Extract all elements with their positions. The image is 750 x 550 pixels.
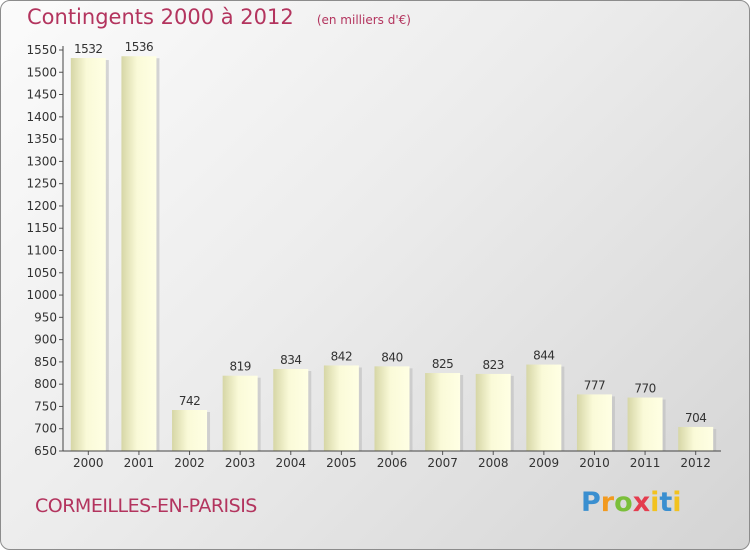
bar-2006	[374, 366, 410, 451]
bar-value-label: 704	[685, 411, 706, 425]
y-tick-label: 1300	[26, 154, 57, 168]
bar-2007	[425, 373, 461, 451]
y-tick-label: 1550	[26, 43, 57, 57]
bar-2000	[70, 58, 106, 452]
y-tick-label: 850	[34, 355, 57, 369]
bar-2001	[121, 56, 157, 451]
bars-group: 1532 1536 742 819 834 842 840 825 823 844 777 770 70…	[70, 40, 717, 452]
x-tick-label: 2003	[225, 456, 256, 470]
y-tick-label: 1200	[26, 199, 57, 213]
x-tick-label: 2007	[427, 456, 458, 470]
y-tick-label: 650	[34, 444, 57, 458]
x-tick-label: 2000	[73, 456, 104, 470]
x-tick-label: 2001	[124, 456, 155, 470]
y-tick-label: 1000	[26, 288, 57, 302]
y-tick-label: 1450	[26, 88, 57, 102]
y-tick-label: 1250	[26, 177, 57, 191]
x-tick-label: 2004	[275, 456, 306, 470]
bar-2010	[576, 394, 612, 451]
bar-2012	[678, 426, 714, 451]
y-tick-label: 800	[34, 377, 57, 391]
bar-value-label: 844	[533, 349, 554, 363]
y-tick-label: 1500	[26, 65, 57, 79]
x-axis: 2000 2001 2002 2003 2004 2005 2006 2007 2008 2009…	[73, 451, 711, 470]
y-axis: 650 700 750 800 850 900 950 1000 1050 1100 1150 120…	[26, 43, 63, 458]
x-tick-label: 2011	[630, 456, 661, 470]
bar-value-label: 770	[634, 382, 655, 396]
y-tick-label: 1050	[26, 266, 57, 280]
y-tick-label: 950	[34, 310, 57, 324]
bar-2011	[627, 397, 663, 451]
bar-value-label: 825	[432, 357, 453, 371]
proxiti-logo: Proxiti	[581, 487, 682, 518]
chart-title: Contingents 2000 à 2012	[27, 5, 294, 29]
bar-value-label: 834	[280, 353, 301, 367]
y-tick-label: 1400	[26, 110, 57, 124]
x-tick-label: 2005	[326, 456, 357, 470]
x-tick-label: 2012	[680, 456, 711, 470]
axes-lines	[62, 46, 721, 452]
bar-2002	[172, 410, 208, 451]
bar-value-label: 842	[331, 349, 352, 363]
x-tick-label: 2010	[579, 456, 610, 470]
y-tick-label: 1150	[26, 221, 57, 235]
bar-2005	[323, 365, 359, 451]
y-tick-label: 1350	[26, 132, 57, 146]
bar-2003	[222, 375, 258, 451]
bar-value-label: 1532	[74, 42, 103, 56]
bar-value-label: 1536	[125, 40, 154, 54]
bar-2008	[475, 373, 511, 451]
bar-value-label: 840	[381, 350, 402, 364]
bar-value-label: 777	[584, 378, 605, 392]
x-tick-label: 2002	[174, 456, 205, 470]
bar-2009	[526, 364, 562, 451]
bar-value-label: 823	[483, 358, 504, 372]
x-tick-label: 2006	[377, 456, 408, 470]
y-tick-label: 1100	[26, 244, 57, 258]
y-tick-label: 750	[34, 399, 57, 413]
y-tick-label: 900	[34, 333, 57, 347]
city-name: CORMEILLES-EN-PARISIS	[35, 495, 257, 517]
chart-unit: (en milliers d'€)	[316, 13, 411, 27]
x-tick-label: 2009	[529, 456, 560, 470]
bar-2004	[273, 369, 309, 451]
bar-value-label: 819	[229, 360, 250, 374]
x-tick-label: 2008	[478, 456, 509, 470]
title-row: Contingents 2000 à 2012 (en milliers d'€…	[27, 5, 411, 29]
bar-value-label: 742	[179, 394, 200, 408]
y-tick-label: 700	[34, 422, 57, 436]
